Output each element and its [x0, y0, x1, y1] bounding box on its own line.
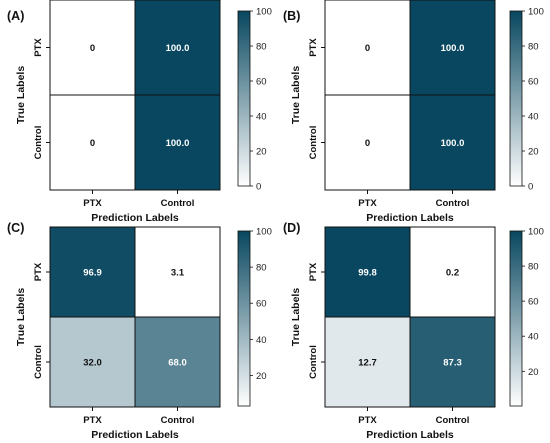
cell-value-label: 0 — [365, 138, 370, 149]
heatmap-cell — [49, 316, 136, 408]
panel-2: (C) 96.9 3.1 32.0 68.0 PTX Control PTX Control Pr… — [7, 221, 272, 441]
colorbar-tick-label: 40 — [256, 335, 267, 346]
x-axis-title: Prediction Labels — [366, 212, 454, 224]
cell-value-label: 3.1 — [171, 268, 185, 279]
panel-label: (B) — [283, 9, 300, 23]
colorbar-tick-label: 80 — [256, 42, 267, 53]
panel-label: (A) — [7, 9, 24, 23]
cell-value-label: 100.0 — [166, 138, 190, 149]
y-axis-title: True Labels — [290, 288, 302, 347]
colorbar-tick-label: 60 — [528, 77, 539, 88]
heatmap-cell — [134, 226, 221, 318]
cell-value-label: 0 — [90, 138, 95, 149]
y-tick-label: Control — [33, 126, 44, 160]
cell-value-label: 12.7 — [358, 358, 377, 369]
colorbar-tick-label: 100 — [256, 227, 272, 238]
colorbar-tick-label: 100 — [528, 227, 544, 238]
colorbar-tick-label: 20 — [256, 147, 267, 158]
heatmap-cell — [134, 94, 221, 191]
colorbar-tick-label: 40 — [528, 112, 539, 123]
x-tick-label: Control — [161, 415, 195, 426]
y-tick-label: PTX — [308, 38, 319, 57]
colorbar-tick-label: 80 — [528, 42, 539, 53]
panel-label: (C) — [7, 221, 24, 235]
x-tick-label: PTX — [358, 415, 377, 426]
x-tick-label: PTX — [83, 198, 102, 209]
colorbar-tick-label: 40 — [528, 332, 539, 343]
heatmap-cell — [49, 226, 136, 318]
panel-3: (D) 99.8 0.2 12.7 87.3 PTX Control PTX Control Pr… — [283, 221, 544, 441]
heatmap-cell — [324, 226, 411, 318]
y-axis-title: True Labels — [15, 66, 27, 125]
colorbar-tick-label: 0 — [528, 182, 533, 193]
cell-value-label: 100.0 — [441, 43, 465, 54]
x-axis-title: Prediction Labels — [366, 429, 454, 441]
y-axis-title: True Labels — [15, 288, 27, 347]
x-tick-label: Control — [436, 415, 470, 426]
cell-value-label: 99.8 — [358, 268, 377, 279]
cell-value-label: 100.0 — [166, 43, 190, 54]
x-tick-label: Control — [161, 198, 195, 209]
cell-value-label: 0 — [90, 43, 95, 54]
x-axis-title: Prediction Labels — [91, 429, 179, 441]
cell-value-label: 0 — [365, 43, 370, 54]
heatmap-cell — [409, 226, 496, 318]
colorbar — [509, 10, 523, 187]
cell-value-label: 0.2 — [446, 268, 459, 279]
colorbar — [237, 230, 251, 407]
y-tick-label: Control — [308, 345, 319, 379]
colorbar-tick-label: 60 — [256, 77, 267, 88]
colorbar-tick-label: 20 — [528, 147, 539, 158]
heatmap-cell — [134, 0, 221, 96]
y-tick-label: PTX — [33, 262, 44, 281]
heatmap-cell — [134, 316, 221, 408]
x-tick-label: PTX — [358, 198, 377, 209]
panel-label: (D) — [283, 221, 300, 235]
panel-0: (A) 0 100.0 0 100.0 PTX Control PTX Control Predi… — [7, 0, 272, 224]
colorbar — [237, 10, 251, 187]
y-tick-label: PTX — [33, 38, 44, 57]
heatmap-cell — [409, 316, 496, 408]
cell-value-label: 32.0 — [83, 358, 102, 369]
y-tick-label: Control — [308, 126, 319, 160]
y-tick-label: Control — [33, 345, 44, 379]
cell-value-label: 87.3 — [443, 358, 462, 369]
cell-value-label: 96.9 — [83, 268, 102, 279]
heatmap-cell — [409, 0, 496, 96]
colorbar-tick-label: 20 — [528, 367, 539, 378]
colorbar-tick-label: 100 — [528, 7, 544, 18]
colorbar-tick-label: 100 — [256, 7, 272, 18]
x-tick-label: Control — [436, 198, 470, 209]
colorbar-tick-label: 20 — [256, 371, 267, 382]
y-tick-label: PTX — [308, 262, 319, 281]
colorbar-tick-label: 60 — [256, 299, 267, 310]
colorbar-tick-label: 80 — [528, 262, 539, 273]
y-axis-title: True Labels — [290, 66, 302, 125]
heatmap-cell — [49, 0, 136, 96]
colorbar — [509, 230, 523, 407]
heatmap-cell — [409, 94, 496, 191]
panel-1: (B) 0 100.0 0 100.0 PTX Control PTX Control Predi… — [283, 0, 544, 224]
cell-value-label: 68.0 — [168, 358, 187, 369]
x-axis-title: Prediction Labels — [91, 212, 179, 224]
x-tick-label: PTX — [83, 415, 102, 426]
colorbar-tick-label: 60 — [528, 297, 539, 308]
colorbar-tick-label: 80 — [256, 263, 267, 274]
colorbar-tick-label: 0 — [256, 182, 261, 193]
cell-value-label: 100.0 — [441, 138, 465, 149]
colorbar-tick-label: 40 — [256, 112, 267, 123]
